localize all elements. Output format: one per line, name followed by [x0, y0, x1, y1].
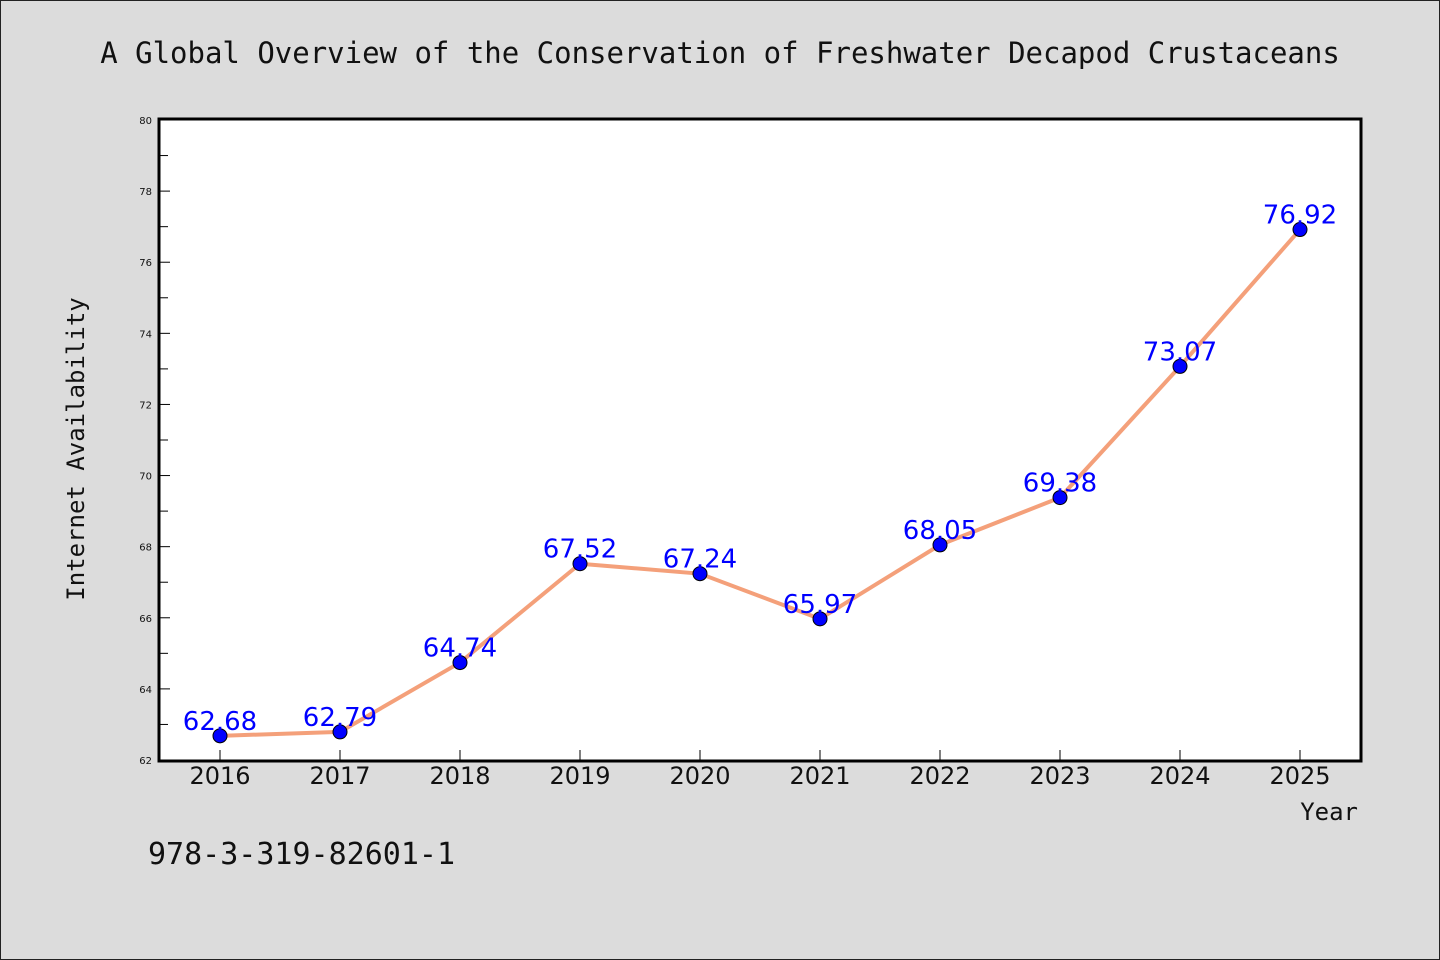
y-tick-label: 78: [139, 187, 152, 198]
y-tick-label: 74: [139, 329, 152, 340]
data-point: [932, 537, 948, 553]
y-axis-label: Internet Availability: [62, 297, 90, 600]
x-tick-label: 2021: [789, 762, 850, 790]
y-tick-label: 70: [139, 472, 152, 483]
x-tick-label: 2020: [669, 762, 730, 790]
data-label: 67.52: [543, 535, 617, 565]
x-tick-label: 2025: [1269, 762, 1330, 790]
x-tick-label: 2018: [429, 762, 490, 790]
data-point: [1052, 490, 1068, 506]
y-tick-label: 80: [139, 116, 152, 127]
x-tick-label: 2017: [309, 762, 370, 790]
isbn-text: 978-3-319-82601-1: [148, 837, 455, 872]
data-label: 68.05: [903, 516, 977, 546]
data-point: [572, 556, 588, 572]
y-axis: 62 64 66 68 70 72 74 76 78 80: [139, 116, 170, 767]
x-tick-label: 2024: [1149, 762, 1210, 790]
x-tick-label: 2019: [549, 762, 610, 790]
data-point: [212, 728, 228, 744]
data-label: 69.38: [1023, 469, 1097, 499]
data-label: 67.24: [663, 545, 737, 575]
x-tick-label: 2022: [909, 762, 970, 790]
chart-title: A Global Overview of the Conservation of…: [100, 36, 1340, 70]
y-tick-label: 62: [139, 756, 152, 767]
data-label: 62.79: [303, 703, 377, 733]
data-label: 76.92: [1263, 201, 1337, 231]
series-line: [219, 228, 1302, 738]
y-tick-label: 64: [139, 685, 152, 696]
x-axis: 2016 2017 2018 2019 2020 2021 2022 2023 2024 2025: [189, 750, 1331, 790]
y-tick-label: 68: [139, 543, 152, 554]
data-point: [1292, 222, 1308, 238]
data-point: [332, 724, 348, 740]
x-tick-label: 2023: [1029, 762, 1090, 790]
data-label: 62.68: [183, 707, 257, 737]
x-axis-label: Year: [1300, 798, 1358, 826]
data-labels: 62.68 62.79 64.74 67.52 67.24 65.97 68.05 69.38…: [183, 201, 1337, 737]
data-point: [692, 566, 708, 582]
y-tick-label: 76: [139, 258, 152, 269]
data-point: [452, 655, 468, 671]
data-label: 65.97: [783, 590, 857, 620]
data-point: [1172, 358, 1188, 374]
y-tick-label: 72: [139, 400, 152, 411]
y-tick-label: 66: [139, 614, 152, 625]
data-label: 64.74: [423, 634, 497, 664]
x-tick-label: 2016: [189, 762, 250, 790]
data-label: 73.07: [1143, 337, 1217, 367]
series-group: [212, 222, 1308, 744]
data-point: [812, 611, 828, 627]
plot-area: [157, 117, 1363, 763]
